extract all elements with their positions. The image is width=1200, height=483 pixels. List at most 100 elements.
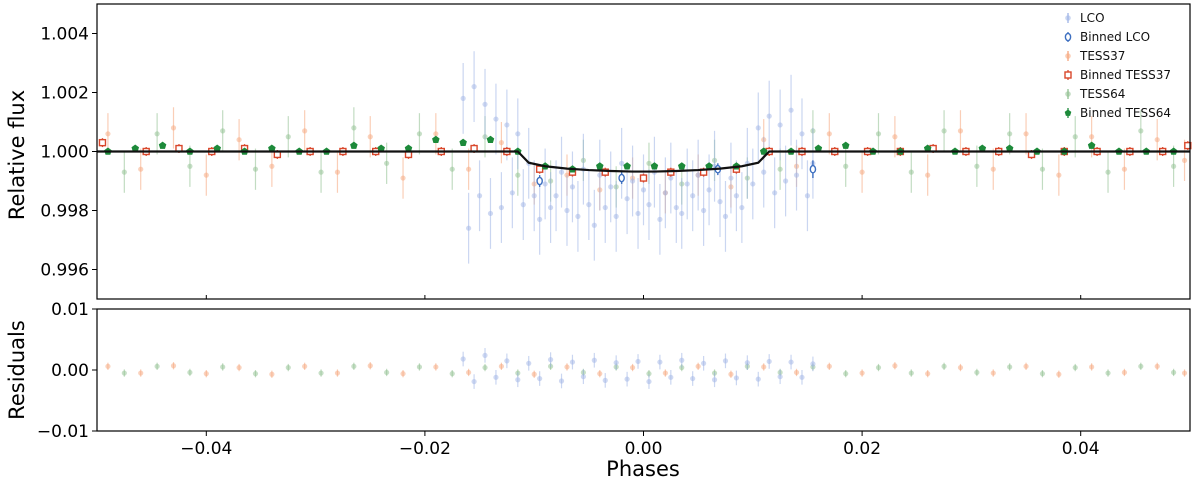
data-point bbox=[941, 128, 947, 134]
legend-marker bbox=[1065, 53, 1071, 59]
data-point bbox=[701, 360, 707, 366]
phases-axis-title: Phases bbox=[606, 457, 680, 481]
data-point bbox=[580, 374, 586, 380]
legend-label: TESS64 bbox=[1079, 87, 1125, 101]
data-point bbox=[1154, 137, 1160, 143]
data-point bbox=[486, 135, 495, 144]
data-point bbox=[650, 162, 659, 170]
data-point bbox=[487, 210, 494, 217]
data-point bbox=[564, 207, 570, 214]
data-point bbox=[925, 371, 931, 377]
data-point bbox=[493, 116, 499, 122]
data-point bbox=[843, 371, 849, 377]
data-point bbox=[318, 370, 324, 376]
data-point bbox=[537, 216, 543, 222]
data-point bbox=[187, 163, 193, 169]
data-point bbox=[564, 364, 570, 370]
data-point bbox=[635, 358, 641, 365]
x-tick-label: 0.04 bbox=[1062, 439, 1100, 459]
data-point bbox=[121, 370, 127, 376]
x-tick-label: −0.04 bbox=[180, 439, 232, 459]
data-point bbox=[750, 181, 756, 187]
residuals-panel: −0.01 0.00 0.01 −0.04 −0.02 0.00 0.02 0.04 Res… bbox=[5, 295, 1191, 481]
data-point bbox=[170, 125, 177, 131]
legend-marker bbox=[1064, 32, 1072, 42]
data-point bbox=[744, 360, 750, 366]
data-point bbox=[591, 222, 597, 228]
data-point bbox=[460, 356, 466, 362]
data-point bbox=[531, 371, 537, 377]
data-point bbox=[203, 172, 209, 178]
data-point bbox=[504, 358, 510, 364]
data-point bbox=[793, 369, 800, 376]
data-point bbox=[990, 370, 996, 376]
data-point bbox=[826, 131, 832, 137]
data-point bbox=[772, 190, 778, 196]
data-point bbox=[138, 166, 144, 172]
data-point bbox=[269, 163, 275, 169]
data-point bbox=[673, 204, 679, 211]
data-point bbox=[657, 216, 663, 222]
data-point bbox=[1105, 370, 1111, 376]
legend: LCO Binned LCO TESS37 Binned TESS37 TESS64 Bi… bbox=[1064, 11, 1171, 120]
legend-marker bbox=[1065, 91, 1071, 97]
data-point bbox=[859, 169, 865, 175]
x-tick-label: 0.02 bbox=[843, 439, 881, 459]
data-point bbox=[761, 364, 767, 370]
data-point bbox=[515, 172, 521, 178]
data-point bbox=[728, 175, 734, 181]
flux-series-lco bbox=[460, 51, 816, 264]
data-point bbox=[1138, 363, 1144, 369]
data-point bbox=[597, 172, 603, 178]
data-point bbox=[739, 204, 745, 211]
data-point bbox=[859, 370, 865, 376]
data-point bbox=[302, 128, 308, 134]
data-point bbox=[400, 175, 406, 181]
data-point bbox=[1171, 163, 1177, 169]
data-point bbox=[1023, 131, 1029, 137]
data-point bbox=[367, 134, 373, 140]
data-point bbox=[640, 187, 647, 193]
data-point bbox=[766, 113, 772, 119]
legend-item-binned-tess64: Binned TESS64 bbox=[1064, 106, 1171, 120]
data-point bbox=[990, 166, 996, 172]
data-point bbox=[154, 363, 160, 369]
data-point bbox=[1023, 363, 1029, 369]
data-point bbox=[526, 360, 532, 366]
data-point bbox=[629, 364, 636, 371]
data-point bbox=[755, 376, 761, 382]
data-point bbox=[679, 357, 685, 363]
y-tick-label: 0.01 bbox=[51, 300, 89, 320]
legend-label: Binned TESS37 bbox=[1080, 68, 1171, 82]
data-point bbox=[1121, 166, 1128, 172]
data-point bbox=[203, 371, 209, 377]
data-point bbox=[1181, 370, 1188, 376]
data-point bbox=[766, 358, 772, 365]
data-point bbox=[1072, 134, 1078, 140]
data-point bbox=[657, 359, 663, 365]
data-point bbox=[624, 376, 630, 382]
legend-item-tess64: TESS64 bbox=[1065, 87, 1125, 101]
data-point bbox=[569, 184, 576, 190]
data-point bbox=[788, 107, 794, 113]
data-point bbox=[432, 135, 440, 144]
data-point bbox=[509, 190, 515, 196]
y-tick-label: 0.998 bbox=[40, 202, 89, 222]
data-point bbox=[624, 196, 630, 202]
legend-item-lco: LCO bbox=[1065, 11, 1105, 25]
data-point bbox=[892, 134, 898, 140]
data-point bbox=[569, 359, 576, 365]
data-point bbox=[662, 370, 668, 376]
data-point bbox=[536, 176, 543, 186]
data-point bbox=[1121, 369, 1128, 376]
legend-marker bbox=[1064, 71, 1072, 79]
data-point bbox=[690, 375, 696, 382]
data-point bbox=[690, 193, 696, 199]
data-point bbox=[547, 357, 554, 363]
data-point bbox=[601, 168, 609, 176]
data-point bbox=[1138, 128, 1144, 134]
data-point bbox=[799, 131, 805, 137]
data-point bbox=[482, 101, 488, 107]
data-point bbox=[1007, 364, 1013, 370]
data-point bbox=[158, 141, 167, 149]
